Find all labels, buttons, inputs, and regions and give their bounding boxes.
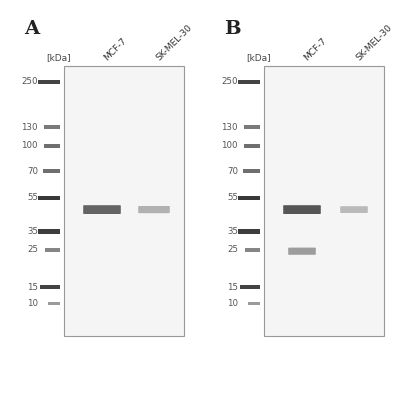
FancyBboxPatch shape (238, 229, 260, 234)
Text: 100: 100 (22, 142, 38, 150)
Text: 35: 35 (27, 227, 38, 236)
Text: 35: 35 (227, 227, 238, 236)
Text: MCF-7: MCF-7 (102, 36, 128, 62)
FancyBboxPatch shape (44, 144, 60, 148)
Text: 25: 25 (227, 246, 238, 254)
FancyBboxPatch shape (48, 302, 60, 305)
FancyBboxPatch shape (238, 196, 260, 200)
FancyBboxPatch shape (244, 144, 260, 148)
Text: [kDa]: [kDa] (246, 53, 271, 62)
FancyBboxPatch shape (38, 229, 60, 234)
FancyBboxPatch shape (38, 80, 60, 84)
FancyBboxPatch shape (248, 302, 260, 305)
FancyBboxPatch shape (40, 285, 60, 290)
Text: SK-MEL-30: SK-MEL-30 (354, 22, 394, 62)
Text: [kDa]: [kDa] (46, 53, 71, 62)
FancyBboxPatch shape (45, 248, 60, 252)
Text: A: A (24, 20, 40, 38)
Text: 15: 15 (27, 283, 38, 292)
Text: 15: 15 (227, 283, 238, 292)
FancyBboxPatch shape (138, 206, 170, 213)
FancyBboxPatch shape (238, 80, 260, 84)
Text: B: B (224, 20, 240, 38)
Text: 70: 70 (27, 167, 38, 176)
FancyBboxPatch shape (340, 206, 368, 213)
FancyBboxPatch shape (245, 248, 260, 252)
FancyBboxPatch shape (64, 66, 184, 336)
FancyBboxPatch shape (288, 248, 316, 255)
FancyBboxPatch shape (83, 205, 121, 214)
Text: MCF-7: MCF-7 (302, 36, 328, 62)
FancyBboxPatch shape (283, 205, 321, 214)
Text: 250: 250 (22, 78, 38, 86)
FancyBboxPatch shape (243, 169, 260, 173)
FancyBboxPatch shape (38, 196, 60, 200)
Text: 100: 100 (222, 142, 238, 150)
Text: 10: 10 (227, 299, 238, 308)
FancyBboxPatch shape (264, 66, 384, 336)
FancyBboxPatch shape (44, 125, 60, 129)
Text: 130: 130 (22, 123, 38, 132)
FancyBboxPatch shape (43, 169, 60, 173)
Text: 55: 55 (227, 194, 238, 202)
Text: 55: 55 (27, 194, 38, 202)
Text: 250: 250 (222, 78, 238, 86)
Text: 70: 70 (227, 167, 238, 176)
Text: 25: 25 (27, 246, 38, 254)
Text: 10: 10 (27, 299, 38, 308)
FancyBboxPatch shape (244, 125, 260, 129)
Text: SK-MEL-30: SK-MEL-30 (154, 22, 194, 62)
FancyBboxPatch shape (240, 285, 260, 290)
Text: 130: 130 (222, 123, 238, 132)
